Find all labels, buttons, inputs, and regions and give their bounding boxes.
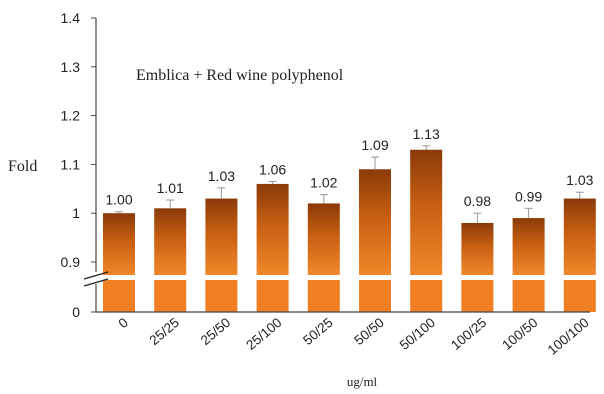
y-zero-label: 0 <box>72 304 80 320</box>
bar-base <box>563 280 596 312</box>
x-tick-label: 25/100 <box>243 315 284 353</box>
data-label: 1.03 <box>566 172 593 188</box>
x-tick-label: 100/25 <box>448 315 489 353</box>
bar <box>563 198 596 275</box>
x-tick-label: 25/25 <box>147 315 183 348</box>
error-bars <box>115 145 584 223</box>
x-axis-label: ug/ml <box>347 374 378 389</box>
bar <box>103 213 135 275</box>
bar <box>410 149 443 275</box>
x-tick-label: 0 <box>116 315 131 331</box>
data-label: 1.02 <box>310 175 337 191</box>
bar <box>256 183 289 275</box>
data-label: 1.01 <box>157 180 184 196</box>
x-tick-label: 100/50 <box>499 315 540 353</box>
bar-base <box>461 280 494 312</box>
bar-base <box>512 280 545 312</box>
bar <box>512 218 545 275</box>
bar-base <box>154 280 187 312</box>
y-tick-label: 1.4 <box>61 10 81 26</box>
data-label: 1.13 <box>413 126 440 142</box>
y-tick-label: 1.1 <box>61 156 81 172</box>
x-tick-label: 50/100 <box>397 315 438 353</box>
bar <box>154 208 187 275</box>
bar <box>205 198 238 275</box>
bar-base <box>205 280 238 312</box>
bar-base <box>307 280 340 312</box>
x-tick-label: 50/25 <box>300 315 336 348</box>
data-label: 1.03 <box>208 168 235 184</box>
y-tick-label: 1.3 <box>61 59 81 75</box>
y-tick-label: 1.2 <box>61 108 81 124</box>
y-tick-label: 1 <box>72 205 80 221</box>
x-category-labels: 0 25/25 25/50 25/100 50/25 50/50 50/100 100/25 1… <box>116 315 592 358</box>
bar <box>461 222 494 275</box>
data-label: 1.00 <box>105 192 132 208</box>
x-tick-label: 25/50 <box>198 315 234 348</box>
bar <box>307 203 340 275</box>
bar-base <box>359 280 391 312</box>
data-label: 1.06 <box>259 161 286 177</box>
x-tick-label: 50/50 <box>351 315 387 348</box>
data-labels: 1.00 1.01 1.03 1.06 1.02 1.09 1.13 0.98 0.99 1.03 <box>105 126 593 209</box>
bar <box>359 169 391 275</box>
data-label: 0.98 <box>464 193 491 209</box>
chart-annotation: Emblica + Red wine polyphenol <box>136 67 344 84</box>
y-axis-label: Fold <box>8 158 37 175</box>
data-label: 0.99 <box>515 188 542 204</box>
x-tick-label: 100/100 <box>545 315 592 358</box>
bars <box>103 149 596 312</box>
bar-base <box>103 280 135 312</box>
y-tick-label: 0.9 <box>61 254 81 270</box>
bar-base <box>256 280 289 312</box>
data-label: 1.09 <box>361 137 388 153</box>
bar-base <box>410 280 443 312</box>
y-ticks: 1.4 1.3 1.2 1.1 1 0.9 <box>61 10 96 313</box>
axis-break-mark <box>83 271 109 287</box>
